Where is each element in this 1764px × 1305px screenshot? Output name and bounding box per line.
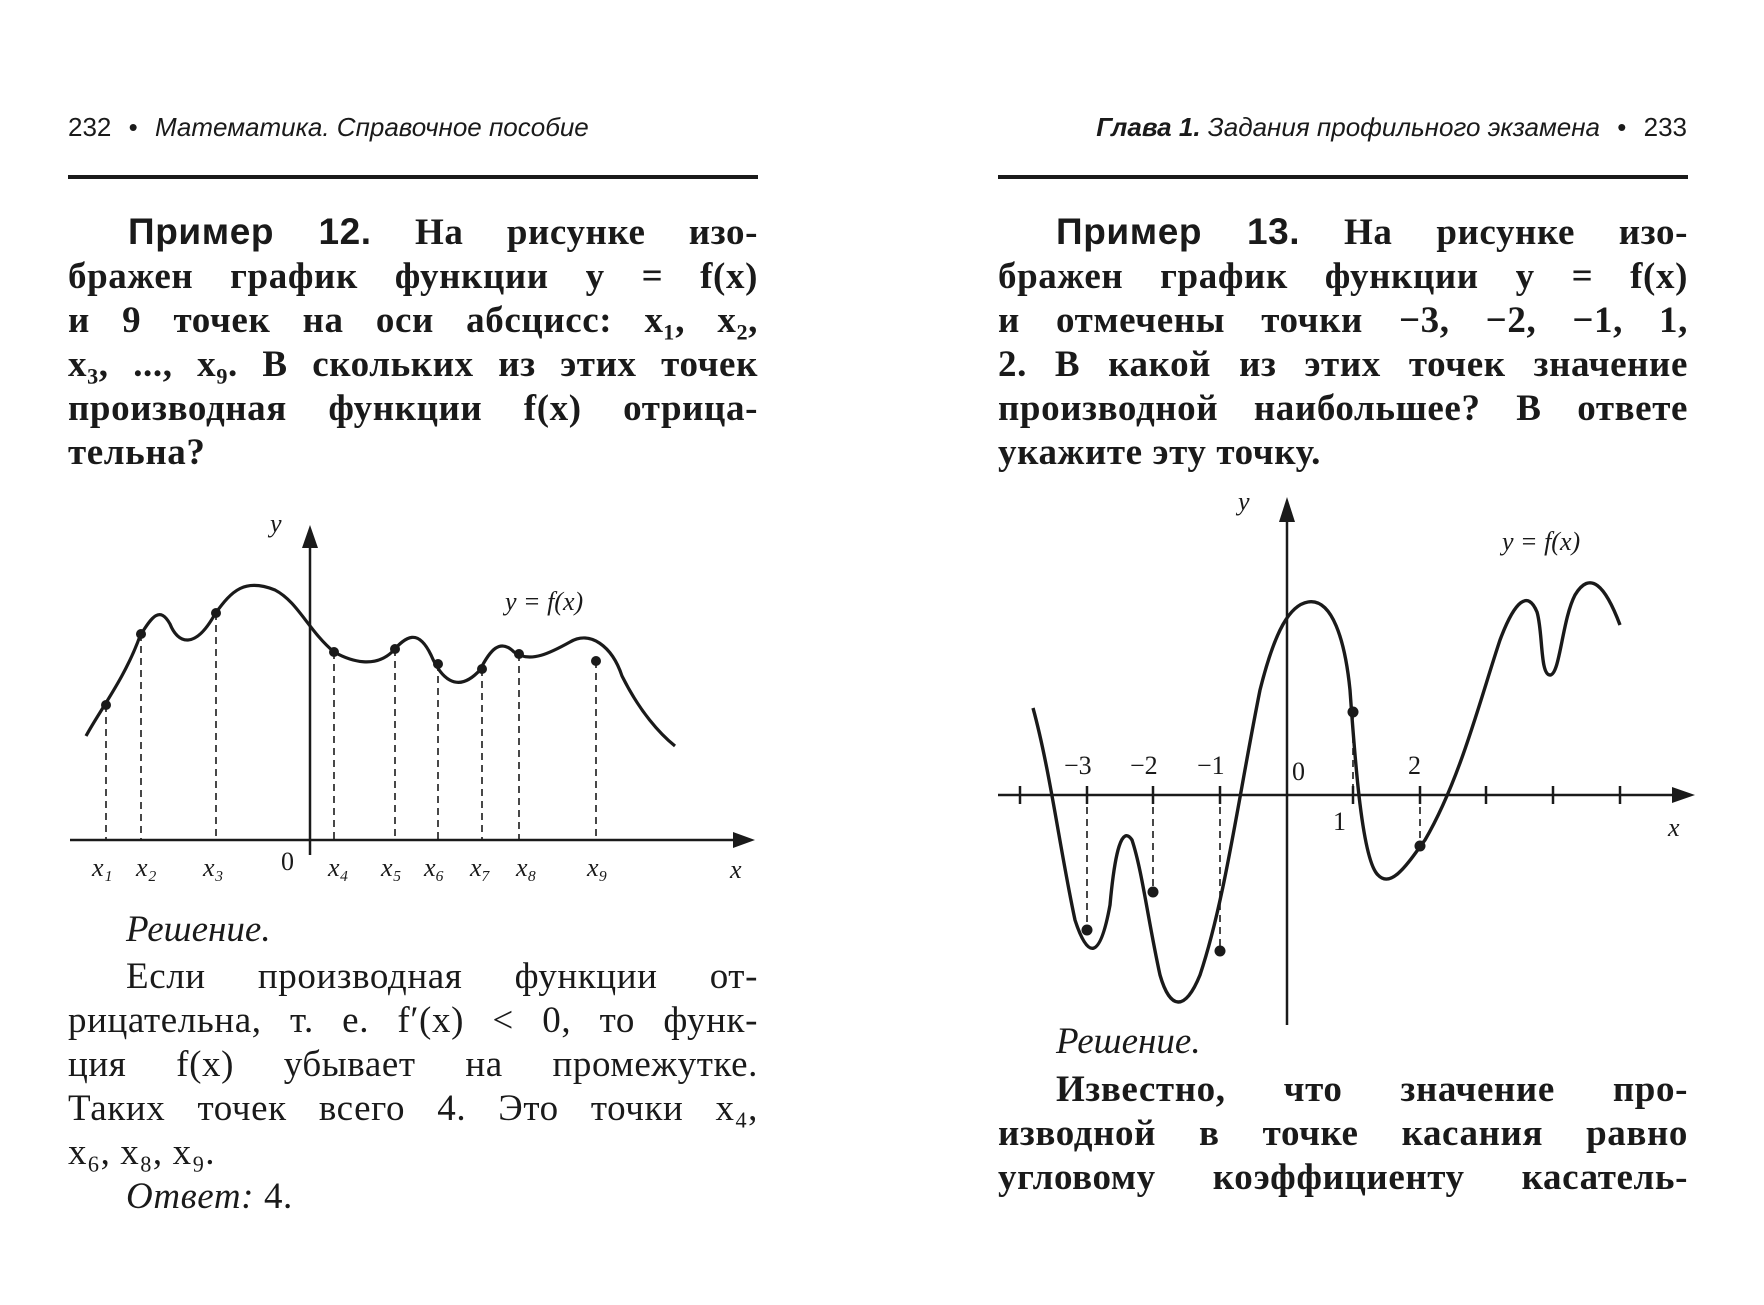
solution-12-line-1: Если производная функции от- (126, 956, 758, 997)
point-minus-2 (1147, 886, 1159, 898)
left-page-number: 232 (68, 112, 112, 142)
point-x7 (477, 664, 487, 674)
tick-label-minus-2: −2 (1130, 751, 1158, 780)
point-minus-3 (1081, 924, 1093, 936)
solution-12-line-4: Таких точек всего 4. Это точки x₄, (68, 1088, 758, 1129)
label-x1: x₁ (91, 853, 113, 882)
point-x3 (211, 608, 221, 618)
example-13-line-5: производной наибольшее? В ответе (998, 388, 1688, 429)
right-page-number: 233 (1643, 112, 1687, 142)
example-13-solution: Известно, что значение про- изводной в т… (998, 1068, 1688, 1200)
label-x3: x₃ (202, 853, 224, 882)
label-x8: x₈ (515, 853, 537, 882)
example-12-solution-heading: Решение. (126, 909, 271, 950)
example-13-line-3: и отмечены точки −3, −2, −1, 1, (998, 300, 1688, 341)
header-bullet: • (1617, 112, 1627, 142)
tick-label-minus-1: −1 (1197, 751, 1225, 780)
label-x9: x₉ (586, 853, 608, 882)
curve-label: y = f(x) (502, 587, 583, 616)
example-13-line-4: 2. В какой из этих точек значение (998, 344, 1688, 385)
point-minus-1 (1214, 945, 1226, 957)
solution-13-line-1: Известно, что значение про- (1056, 1069, 1688, 1110)
y-axis-arrow (302, 525, 318, 548)
left-book-title: Математика. Справочное пособие (154, 112, 589, 142)
point-x4 (329, 647, 339, 657)
right-header-rule (998, 175, 1688, 179)
example-12-label: Пример 12. (128, 211, 372, 252)
label-x2: x₂ (135, 853, 157, 882)
label-x4: x₄ (327, 853, 349, 882)
chapter-title: Задания профильного экзамена (1207, 112, 1601, 142)
x-axis-label: x (1667, 813, 1680, 842)
point-x8 (514, 649, 524, 659)
right-page-header: Глава 1. Задания профильного экзамена • … (1096, 112, 1687, 152)
label-x7: x₇ (469, 853, 491, 882)
left-page-header: 232 • Математика. Справочное пособие (68, 112, 589, 152)
point-x2 (136, 629, 146, 639)
example-12-line-6: тельна? (68, 432, 206, 473)
answer-label: Ответ: (126, 1176, 255, 1217)
answer-value: 4. (263, 1176, 293, 1217)
solution-13-line-2: изводной в точке касания равно (998, 1113, 1688, 1154)
origin-label: 0 (281, 847, 294, 876)
example-13-statement: Пример 13. На рисунке изо- бражен график… (998, 210, 1688, 475)
tick-label-minus-3: −3 (1064, 751, 1092, 780)
header-bullet: • (128, 112, 138, 142)
solution-12-line-3: ция f(x) убывает на промежутке. (68, 1044, 758, 1085)
tick-label-1: 1 (1333, 807, 1346, 836)
point-2 (1414, 840, 1426, 852)
example-12-line-1: На рисунке изо- (415, 212, 758, 253)
answer-line: Ответ: 4. (68, 1175, 758, 1219)
point-x5 (390, 644, 400, 654)
point-x1 (101, 700, 111, 710)
tick-label-2: 2 (1408, 751, 1421, 780)
label-x6: x₆ (423, 853, 445, 882)
curve-label: y = f(x) (1499, 527, 1580, 556)
y-axis-arrow (1279, 497, 1295, 522)
x-axis-label: x (729, 855, 742, 884)
solution-12-line-5: x₆, x₈, x₉. (68, 1132, 216, 1173)
example-12-line-3: и 9 точек на оси абсцисс: x₁, x₂, (68, 300, 758, 341)
example-12-line-2: бражен график функции y = f(x) (68, 256, 758, 297)
y-axis-label: y (1235, 487, 1250, 516)
example-12-statement: Пример 12. На рисунке изо- бражен график… (68, 210, 758, 475)
left-header-rule (68, 175, 758, 179)
solution-12-line-2: рицательна, т. е. f′(x) < 0, то функ- (68, 1000, 758, 1041)
example-12-line-5: производная функции f(x) отрица- (68, 388, 758, 429)
example-13-line-2: бражен график функции y = f(x) (998, 256, 1688, 297)
label-x5: x₅ (380, 853, 402, 882)
origin-label: 0 (1292, 757, 1305, 786)
point-x9 (591, 656, 601, 666)
example-13-label: Пример 13. (1056, 211, 1301, 252)
point-x6 (433, 659, 443, 669)
example-12-line-4: x₃, ..., x₉. В скольких из этих точек (68, 344, 758, 385)
y-axis-label: y (267, 509, 282, 538)
chapter-label: Глава 1. (1096, 112, 1201, 142)
function-curve (1031, 581, 1622, 1004)
solution-13-line-3: угловому коэффициенту касатель- (998, 1157, 1688, 1198)
example-12-solution: Если производная функции от- рицательна,… (68, 955, 758, 1219)
x-axis-arrow (1672, 787, 1695, 803)
example-13-line-6: укажите эту точку. (998, 432, 1321, 473)
point-1 (1347, 706, 1359, 718)
example-13-line-1: На рисунке изо- (1344, 212, 1688, 253)
example-13-solution-heading: Решение. (1056, 1021, 1201, 1062)
x-axis-arrow (733, 832, 755, 848)
